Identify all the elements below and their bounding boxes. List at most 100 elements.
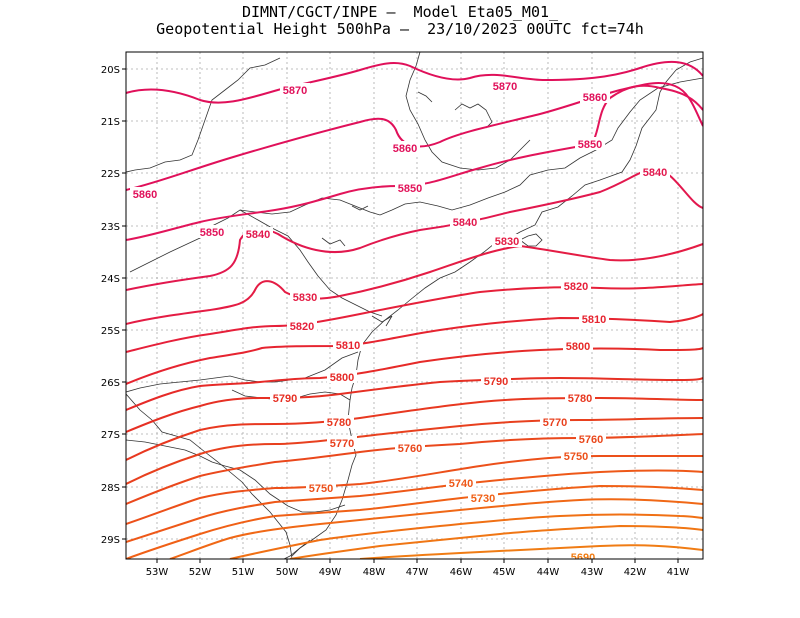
contour-label-background: [640, 165, 670, 178]
contour-label: 5840: [643, 167, 667, 179]
x-tick-label: 45W: [493, 567, 516, 578]
border-mg: [129, 77, 703, 273]
reservoir-1: [454, 103, 493, 129]
contour-label: 5840: [453, 217, 477, 229]
contour-label-background: [446, 476, 476, 489]
contour-label: 5860: [393, 143, 417, 155]
coastline-and-borders: [126, 52, 703, 559]
contour-label-background: [290, 290, 320, 303]
contour-label: 5780: [568, 393, 592, 405]
contour-5730: [126, 484, 703, 559]
contour-label-background: [327, 436, 357, 449]
contour-label: 5850: [398, 183, 422, 195]
border-pr: [126, 351, 359, 393]
contour-5810: [126, 313, 703, 385]
contour-label: 5870: [493, 81, 517, 93]
contour-label: 5780: [327, 417, 351, 429]
contour-label-background: [306, 481, 336, 494]
x-tick-label: 42W: [624, 567, 647, 578]
contour-5710: [229, 513, 703, 559]
contour-5720: [169, 498, 703, 559]
contour-label: 5830: [495, 236, 519, 248]
border-north: [126, 57, 281, 173]
contour-label: 5810: [336, 340, 360, 352]
x-tick-label: 53W: [146, 567, 169, 578]
y-tick-label: 26S: [101, 378, 120, 389]
contour-label-background: [130, 187, 160, 200]
contour-label-background: [561, 449, 591, 462]
contour-5870: [126, 60, 703, 104]
contour-label: 5850: [200, 227, 224, 239]
contour-label-background: [270, 391, 300, 404]
contour-label-background: [540, 415, 570, 428]
contour-5840: [126, 166, 703, 291]
x-tick-label: 52W: [189, 567, 212, 578]
x-tick-label: 47W: [406, 567, 429, 578]
contour-label-background: [580, 90, 610, 103]
y-tick-label: 28S: [101, 483, 120, 494]
contour-label: 5770: [330, 438, 354, 450]
contour-5790: [126, 376, 703, 433]
contour-5750: [126, 454, 703, 525]
y-tick-label: 29S: [101, 535, 120, 546]
y-tick-label: 20S: [101, 65, 120, 76]
height-contours: [126, 60, 703, 559]
contour-label-background: [395, 181, 425, 194]
contour-label: 5870: [283, 85, 307, 97]
contour-label-background: [390, 141, 420, 154]
contour-label-background: [561, 279, 591, 292]
contour-label: 5860: [583, 92, 607, 104]
contour-label-background: [579, 312, 609, 325]
x-tick-label: 48W: [363, 567, 386, 578]
contour-5740: [126, 469, 703, 543]
contour-label: 5730: [471, 493, 495, 505]
reservoir-3: [351, 205, 369, 211]
title-line-2: Geopotential Height 500hPa — 23/10/2023 …: [156, 20, 644, 38]
contour-5820: [126, 283, 703, 353]
contour-5700: [289, 524, 703, 559]
contour-5780: [126, 396, 703, 461]
contour-label: 5850: [578, 139, 602, 151]
contour-label-background: [324, 415, 354, 428]
graticule: [126, 52, 703, 559]
contour-label-background: [490, 79, 520, 92]
lake-north: [371, 315, 393, 327]
coastline: [283, 57, 703, 559]
contour-label-background: [492, 234, 522, 247]
contour-label: 5760: [398, 443, 422, 455]
contour-5770: [126, 417, 703, 485]
contour-label-background: [243, 227, 273, 240]
island-paranagua: [321, 237, 346, 247]
y-tick-label: 27S: [101, 430, 120, 441]
x-tick-label: 50W: [276, 567, 299, 578]
contour-label-background: [333, 338, 363, 351]
contour-label: 5800: [330, 372, 354, 384]
contour-label: 5800: [566, 341, 590, 353]
contour-labels: 5870 5870 5860 5860 5860 5850 5850 5850 5840 5840…: [130, 79, 670, 564]
x-tick-label: 41W: [667, 567, 690, 578]
contour-label: 5840: [246, 229, 270, 241]
contour-label-background: [481, 374, 511, 387]
x-tick-label: 46W: [450, 567, 473, 578]
contour-label: 5740: [449, 478, 473, 490]
contour-label: 5690: [571, 552, 595, 564]
longitude-axis: 53W 52W 51W 50W 49W 48W 47W 46W 45W 44W 43W 42W 41W: [146, 559, 690, 578]
contour-label-background: [280, 83, 310, 96]
contour-5690: [359, 544, 703, 559]
contour-label: 5770: [543, 417, 567, 429]
contour-label-background: [468, 491, 498, 504]
contour-label: 5810: [582, 314, 606, 326]
border-argentina: [126, 393, 293, 559]
border-rio-sp: [405, 52, 531, 171]
contour-label: 5820: [290, 321, 314, 333]
latitude-axis: 20S 21S 22S 23S 24S 25S 26S 27S 28S 29S: [101, 65, 126, 546]
contour-label: 5750: [309, 483, 333, 495]
y-tick-label: 23S: [101, 222, 120, 233]
y-tick-label: 22S: [101, 169, 120, 180]
y-tick-label: 25S: [101, 326, 120, 337]
contour-label: 5750: [564, 451, 588, 463]
border-sc-rs: [126, 439, 346, 513]
contour-5860: [126, 82, 703, 191]
y-tick-label: 21S: [101, 117, 120, 128]
contour-label: 5820: [564, 281, 588, 293]
